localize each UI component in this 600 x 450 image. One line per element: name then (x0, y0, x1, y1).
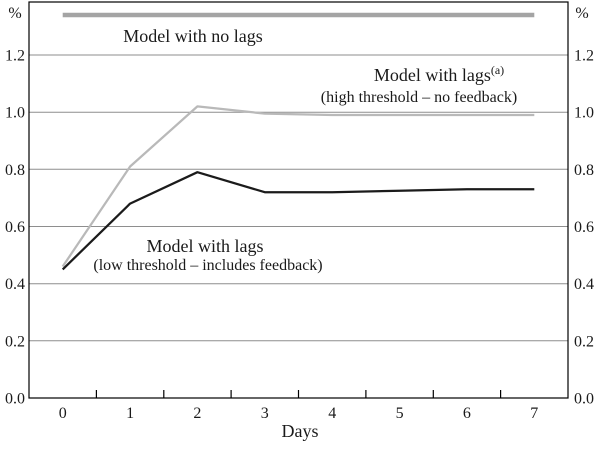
y-tick-label-left-0-6: 0.6 (5, 219, 25, 236)
annotation-label-model-lags-low: Model with lags (147, 236, 264, 256)
x-tick-label-0: 0 (59, 405, 67, 422)
annotation-label-model-lags-high-sub: (high threshold – no feedback) (321, 89, 517, 106)
y-tick-label-right-0-6: 0.6 (574, 219, 594, 236)
y-axis-unit-left: % (8, 5, 21, 22)
y-tick-label-right-0-0: 0.0 (574, 391, 594, 408)
annotation-superscript: (a) (491, 63, 504, 77)
plot-frame (28, 1, 569, 399)
series-line-model-with-lags-high-threshold-no-feedback (61, 105, 535, 268)
y-tick-label-left-1-0: 1.0 (5, 105, 25, 122)
y-axis-unit-right: % (575, 5, 588, 22)
x-tick-label-5: 5 (396, 405, 404, 422)
x-tick-label-2: 2 (193, 405, 201, 422)
x-axis-label: Days (282, 421, 319, 441)
series-line-model-with-lags-low-threshold-includes-feedback (61, 171, 535, 271)
y-tick-label-right-0-4: 0.4 (574, 276, 594, 293)
y-tick-label-right-0-8: 0.8 (574, 162, 594, 179)
y-tick-label-right-1-2: 1.2 (574, 48, 594, 65)
x-tick-label-6: 6 (463, 405, 471, 422)
annotation-label-model-lags-low-sub: (low threshold – includes feedback) (93, 257, 322, 274)
x-tick-label-3: 3 (261, 405, 269, 422)
y-tick-label-right-0-2: 0.2 (574, 333, 594, 350)
x-tick-label-1: 1 (126, 405, 134, 422)
y-tick-label-left-0-0: 0.0 (5, 391, 25, 408)
y-tick-label-left-0-8: 0.8 (5, 162, 25, 179)
y-tick-label-left-1-2: 1.2 (5, 48, 25, 65)
annotation-label-model-no-lags: Model with no lags (123, 26, 263, 46)
y-tick-label-left-0-2: 0.2 (5, 333, 25, 350)
y-tick-label-left-0-4: 0.4 (5, 276, 25, 293)
x-tick-label-7: 7 (530, 405, 538, 422)
x-tick-label-4: 4 (328, 405, 336, 422)
y-tick-label-right-1-0: 1.0 (574, 105, 594, 122)
annotation-label-model-lags-high: Model with lags(a) (374, 63, 504, 85)
